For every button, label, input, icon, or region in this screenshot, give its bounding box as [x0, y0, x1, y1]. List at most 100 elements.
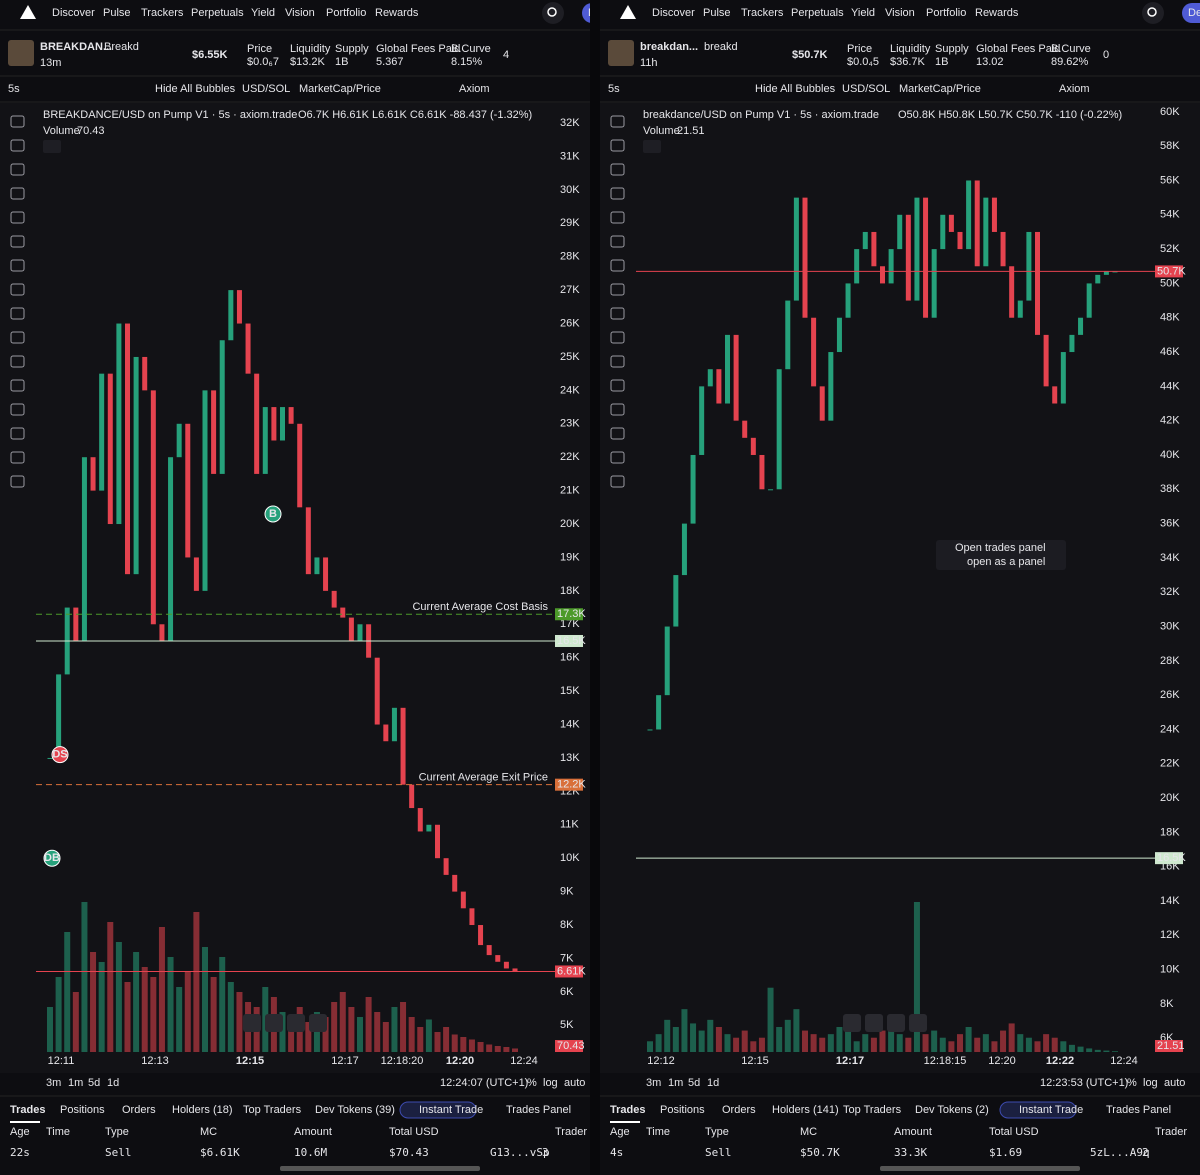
tool-icon[interactable]	[610, 235, 625, 248]
nav-link[interactable]: Discover	[52, 7, 95, 19]
range-button[interactable]: 3m	[646, 1077, 661, 1089]
instant-trade-button[interactable]	[399, 1101, 477, 1119]
tool-icon[interactable]	[610, 115, 625, 128]
zoom-button[interactable]	[309, 1014, 327, 1032]
tab[interactable]: Trades	[10, 1104, 45, 1116]
toggle-bubbles[interactable]: Hide All Bubbles	[155, 83, 236, 95]
zoom-button[interactable]	[909, 1014, 927, 1032]
nav-link[interactable]: Rewards	[375, 7, 419, 19]
range-button[interactable]: 1m	[668, 1077, 683, 1089]
tab[interactable]: Top Traders	[243, 1104, 302, 1116]
tool-icon[interactable]	[610, 451, 625, 464]
tab[interactable]: Positions	[660, 1104, 705, 1116]
currency-toggle[interactable]: USD/SOL	[242, 83, 290, 95]
range-button[interactable]: 1d	[707, 1077, 719, 1089]
tab[interactable]: Orders	[722, 1104, 756, 1116]
nav-link[interactable]: Yield	[251, 7, 275, 19]
tool-icon[interactable]	[610, 139, 625, 152]
trades-panel-button[interactable]: Trades Panel	[506, 1104, 571, 1116]
currency-toggle[interactable]: USD/SOL	[842, 83, 890, 95]
source-select[interactable]: Axiom	[459, 83, 490, 95]
axis-option[interactable]: auto	[1164, 1077, 1185, 1089]
tool-icon[interactable]	[10, 475, 25, 488]
search-button[interactable]	[542, 2, 564, 24]
range-button[interactable]: 3m	[46, 1077, 61, 1089]
tool-icon[interactable]	[10, 403, 25, 416]
axis-option[interactable]: log	[1143, 1077, 1158, 1089]
tab[interactable]: Holders (18)	[172, 1104, 233, 1116]
tool-icon[interactable]	[610, 379, 625, 392]
axis-option[interactable]: log	[543, 1077, 558, 1089]
collapse-button[interactable]	[643, 140, 661, 153]
source-select[interactable]: Axiom	[1059, 83, 1090, 95]
deposit-button[interactable]	[582, 3, 590, 23]
mode-toggle[interactable]: MarketCap/Price	[899, 83, 981, 95]
nav-link[interactable]: Trackers	[741, 7, 784, 19]
tool-icon[interactable]	[610, 259, 625, 272]
tab[interactable]: Dev Tokens (39)	[315, 1104, 395, 1116]
nav-link[interactable]: Rewards	[975, 7, 1019, 19]
tool-icon[interactable]	[610, 403, 625, 416]
zoom-button[interactable]	[265, 1014, 283, 1032]
tool-icon[interactable]	[610, 211, 625, 224]
zoom-button[interactable]	[843, 1014, 861, 1032]
tool-icon[interactable]	[10, 139, 25, 152]
tab[interactable]: Trades	[610, 1104, 645, 1116]
tab[interactable]: Holders (141)	[772, 1104, 839, 1116]
instant-trade-button[interactable]	[999, 1101, 1077, 1119]
tool-icon[interactable]	[10, 307, 25, 320]
tool-icon[interactable]	[10, 259, 25, 272]
nav-link[interactable]: Vision	[285, 7, 315, 19]
nav-link[interactable]: Yield	[851, 7, 875, 19]
deposit-button[interactable]	[1182, 3, 1200, 23]
tool-icon[interactable]	[610, 283, 625, 296]
tool-icon[interactable]	[610, 475, 625, 488]
range-button[interactable]: 1m	[68, 1077, 83, 1089]
nav-link[interactable]: Discover	[652, 7, 695, 19]
tool-icon[interactable]	[10, 427, 25, 440]
zoom-button[interactable]	[865, 1014, 883, 1032]
tool-icon[interactable]	[10, 235, 25, 248]
zoom-button[interactable]	[287, 1014, 305, 1032]
axis-option[interactable]: %	[1127, 1077, 1137, 1089]
tool-icon[interactable]	[10, 187, 25, 200]
nav-link[interactable]: Trackers	[141, 7, 184, 19]
tool-icon[interactable]	[10, 283, 25, 296]
range-button[interactable]: 1d	[107, 1077, 119, 1089]
tool-icon[interactable]	[10, 379, 25, 392]
interval[interactable]: 5s	[608, 83, 620, 95]
tool-icon[interactable]	[610, 187, 625, 200]
tool-icon[interactable]	[610, 427, 625, 440]
zoom-button[interactable]	[887, 1014, 905, 1032]
tool-icon[interactable]	[610, 331, 625, 344]
axis-option[interactable]: %	[527, 1077, 537, 1089]
tab[interactable]: Orders	[122, 1104, 156, 1116]
nav-link[interactable]: Portfolio	[326, 7, 366, 19]
tool-icon[interactable]	[610, 163, 625, 176]
range-button[interactable]: 5d	[88, 1077, 100, 1089]
collapse-button[interactable]	[43, 140, 61, 153]
tab[interactable]: Top Traders	[843, 1104, 902, 1116]
nav-link[interactable]: Perpetuals	[191, 7, 244, 19]
nav-link[interactable]: Perpetuals	[791, 7, 844, 19]
tool-icon[interactable]	[10, 451, 25, 464]
nav-link[interactable]: Portfolio	[926, 7, 966, 19]
search-button[interactable]	[1142, 2, 1164, 24]
toggle-bubbles[interactable]: Hide All Bubbles	[755, 83, 836, 95]
axis-option[interactable]: auto	[564, 1077, 585, 1089]
popup[interactable]	[936, 540, 1066, 570]
trades-panel-button[interactable]: Trades Panel	[1106, 1104, 1171, 1116]
nav-link[interactable]: Pulse	[103, 7, 131, 19]
zoom-button[interactable]	[243, 1014, 261, 1032]
tool-icon[interactable]	[610, 307, 625, 320]
tab[interactable]: Positions	[60, 1104, 105, 1116]
nav-link[interactable]: Vision	[885, 7, 915, 19]
interval[interactable]: 5s	[8, 83, 20, 95]
nav-link[interactable]: Pulse	[703, 7, 731, 19]
tool-icon[interactable]	[10, 355, 25, 368]
tool-icon[interactable]	[10, 163, 25, 176]
tool-icon[interactable]	[10, 115, 25, 128]
range-button[interactable]: 5d	[688, 1077, 700, 1089]
tool-icon[interactable]	[610, 355, 625, 368]
tool-icon[interactable]	[10, 331, 25, 344]
